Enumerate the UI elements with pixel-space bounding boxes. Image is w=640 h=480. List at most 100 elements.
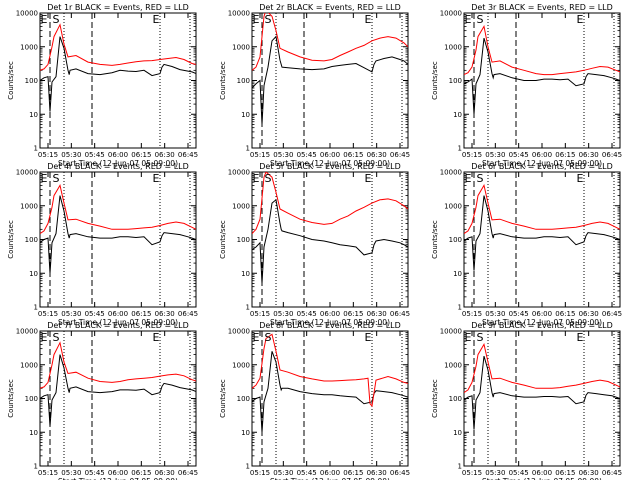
y-tick-label: 10000 [16, 328, 38, 336]
y-tick-label: 100 [25, 395, 38, 403]
x-tick-label: 06:45 [602, 310, 622, 318]
y-tick-label: 10000 [440, 169, 462, 177]
x-tick-label: 06:45 [390, 469, 410, 477]
marker-s: S [265, 331, 272, 344]
x-tick-label: 05:45 [509, 151, 529, 159]
marker-e: E [253, 331, 260, 344]
x-tick-label: 05:15 [250, 469, 270, 477]
series-events-line [40, 36, 196, 112]
x-tick-label: 05:15 [462, 310, 482, 318]
x-tick-label: 06:15 [343, 310, 363, 318]
marker-e: E [577, 172, 584, 185]
x-tick-label: 06:00 [108, 310, 128, 318]
x-tick-label: 05:30 [273, 469, 293, 477]
y-tick-label: 10 [453, 111, 462, 119]
chart-title: Det 1r BLACK = Events, RED = LLD [47, 3, 189, 12]
y-tick-label: 10 [241, 429, 250, 437]
x-tick-label: 05:15 [462, 469, 482, 477]
marker-s: S [53, 331, 60, 344]
y-tick-label: 10000 [16, 169, 38, 177]
x-tick-label: 05:45 [509, 469, 529, 477]
chart-panel-7: Det 7r BLACK = Events, RED = LLD 1 10 100 10… [7, 321, 198, 480]
marker-e: E [577, 331, 584, 344]
y-tick-label: 100 [237, 395, 250, 403]
chart-panel-1: Det 1r BLACK = Events, RED = LLD 1 10 100 10… [7, 3, 198, 168]
y-axis-label: Counts/sec [431, 220, 439, 259]
marker-s: S [265, 172, 272, 185]
series-lld-line [40, 23, 196, 71]
x-tick-label: 06:15 [131, 469, 151, 477]
marker-e: E [253, 172, 260, 185]
x-tick-label: 06:30 [367, 151, 387, 159]
x-axis-label: Start Time (12-Jun-07 05:09:00) [482, 159, 602, 168]
x-tick-label: 06:30 [579, 310, 599, 318]
y-tick-label: 100 [449, 77, 462, 85]
y-axis-label: Counts/sec [219, 220, 227, 259]
x-tick-label: 05:15 [38, 469, 58, 477]
x-tick-label: 06:15 [131, 310, 151, 318]
y-tick-label: 100 [25, 236, 38, 244]
x-tick-label: 06:30 [579, 469, 599, 477]
chart-title: Det 6r BLACK = Events, RED = LLD [471, 162, 613, 171]
series-events-line [464, 195, 620, 271]
y-tick-label: 1 [458, 463, 462, 471]
x-tick-label: 05:45 [85, 469, 105, 477]
x-tick-label: 05:45 [509, 310, 529, 318]
x-tick-label: 06:45 [390, 310, 410, 318]
chart-title: Det 9r BLACK = Events, RED = LLD [471, 321, 613, 330]
y-tick-label: 1000 [20, 361, 38, 369]
y-tick-label: 1 [34, 304, 38, 312]
plot-frame [463, 330, 621, 467]
plot-frame [39, 330, 197, 467]
x-tick-label: 06:30 [155, 151, 175, 159]
x-tick-label: 06:00 [108, 151, 128, 159]
marker-e: E [153, 13, 160, 26]
marker-e: E [153, 331, 160, 344]
x-tick-label: 05:45 [85, 151, 105, 159]
chart-title: Det 8r BLACK = Events, RED = LLD [259, 321, 401, 330]
x-tick-label: 06:45 [178, 310, 198, 318]
chart-panel-3: Det 3r BLACK = Events, RED = LLD 1 10 100 10… [431, 3, 622, 168]
series-lld-line [40, 184, 196, 235]
x-tick-label: 05:15 [250, 151, 270, 159]
x-tick-label: 05:30 [485, 310, 505, 318]
x-tick-label: 06:15 [343, 151, 363, 159]
series-lld-line [252, 333, 408, 408]
chart-panel-4: Det 4r BLACK = Events, RED = LLD 1 10 100 10… [7, 162, 198, 327]
x-tick-label: 05:30 [273, 151, 293, 159]
y-tick-label: 10 [453, 429, 462, 437]
x-tick-label: 06:45 [390, 151, 410, 159]
marker-e: E [465, 13, 472, 26]
y-axis-label: Counts/sec [219, 379, 227, 418]
y-tick-label: 10 [29, 111, 38, 119]
marker-e: E [41, 13, 48, 26]
y-tick-label: 1 [458, 145, 462, 153]
plot-frame [251, 330, 409, 467]
series-lld-line [464, 184, 620, 235]
series-events-line [40, 195, 196, 274]
x-tick-label: 06:15 [343, 469, 363, 477]
x-tick-label: 05:30 [61, 310, 81, 318]
marker-e: E [41, 172, 48, 185]
marker-e: E [253, 13, 260, 26]
y-tick-label: 10000 [440, 328, 462, 336]
x-tick-label: 05:15 [38, 151, 58, 159]
x-tick-label: 06:00 [532, 151, 552, 159]
y-tick-label: 100 [25, 77, 38, 85]
y-tick-label: 100 [449, 236, 462, 244]
x-tick-label: 05:15 [250, 310, 270, 318]
y-axis-label: Counts/sec [431, 379, 439, 418]
y-tick-label: 1000 [232, 361, 250, 369]
y-tick-label: 10000 [228, 328, 250, 336]
chart-panel-6: Det 6r BLACK = Events, RED = LLD 1 10 100 10… [431, 162, 622, 327]
y-tick-label: 1000 [232, 202, 250, 210]
x-tick-label: 05:45 [297, 310, 317, 318]
y-tick-label: 1 [246, 463, 250, 471]
marker-s: S [53, 13, 60, 26]
x-tick-label: 06:00 [532, 310, 552, 318]
series-events-line [40, 354, 196, 427]
y-tick-label: 1000 [232, 43, 250, 51]
y-tick-label: 10 [453, 270, 462, 278]
marker-e: E [365, 331, 372, 344]
